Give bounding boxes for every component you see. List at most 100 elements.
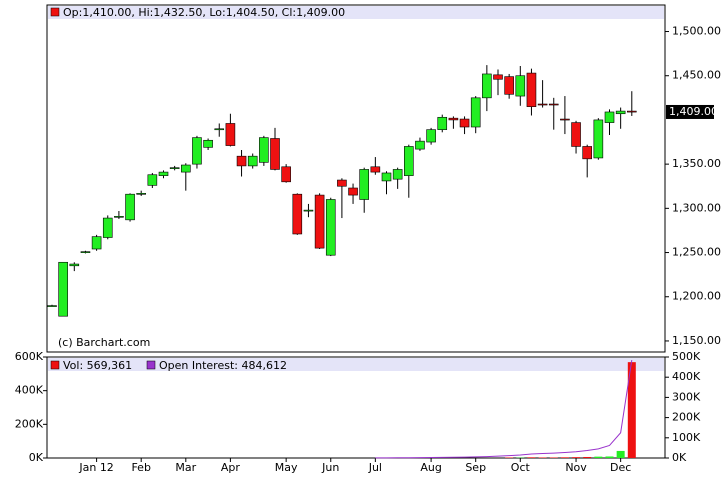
candle-body: [91, 236, 102, 250]
candle-body: [381, 172, 392, 182]
candle-body: [515, 75, 526, 97]
candle-body: [615, 110, 626, 115]
volume-bar: [583, 456, 592, 458]
candle-body: [158, 171, 169, 176]
y-tick-label: 1,350.00: [672, 157, 721, 170]
x-tick-label: Dec: [610, 461, 631, 474]
y2-tick-label: 200K: [672, 411, 701, 424]
x-tick-label: Jul: [368, 461, 382, 474]
candle-body: [593, 119, 604, 159]
volume-bar: [538, 457, 547, 458]
x-tick-label: Jan 12: [78, 461, 113, 474]
candle-body: [560, 118, 570, 121]
x-tick-label: Aug: [420, 461, 441, 474]
candle-body: [47, 305, 57, 307]
legend-band: [48, 358, 664, 371]
candle-body: [448, 117, 459, 121]
candle-body: [426, 129, 436, 143]
candle-body: [548, 103, 559, 106]
candle-body: [259, 137, 269, 163]
candle-body: [181, 164, 191, 173]
candle-body: [303, 209, 314, 212]
candle-body: [392, 169, 403, 180]
candle-body: [236, 155, 247, 167]
legend-swatch: [50, 7, 60, 17]
volume-bar: [627, 362, 636, 458]
x-tick-label: Feb: [131, 461, 150, 474]
candle-body: [125, 193, 135, 221]
candle-body: [80, 251, 91, 253]
volume-bar: [572, 457, 581, 458]
candle-body: [604, 111, 615, 123]
legend-text: Vol: 569,361: [63, 359, 132, 372]
candle-body: [214, 128, 225, 131]
last-price-label: 1,409.00: [669, 105, 718, 118]
y2-tick-label: 400K: [672, 370, 701, 383]
candle-body: [470, 97, 481, 128]
y-tick-label: 1,200.00: [672, 290, 721, 303]
legend-swatch: [50, 360, 60, 370]
candle-body: [337, 179, 347, 187]
last-price-box: [666, 104, 714, 119]
candle-body: [459, 118, 470, 128]
open-interest-line: [375, 360, 633, 459]
candle-body: [493, 74, 503, 80]
y-tick-label: 200K: [15, 417, 44, 430]
candle-body: [147, 174, 158, 186]
x-tick-label: Nov: [565, 461, 587, 474]
x-tick-label: Oct: [511, 461, 531, 474]
volume-bar: [560, 457, 569, 458]
y2-tick-label: 300K: [672, 390, 701, 403]
x-tick-label: Sep: [465, 461, 486, 474]
candle-body: [136, 193, 146, 195]
candle-body: [58, 261, 68, 317]
legend-swatch: [146, 360, 156, 370]
candle-body: [626, 110, 637, 113]
volume-bar: [616, 450, 625, 458]
legend-text: Open Interest: 484,612: [159, 359, 287, 372]
candle-body: [504, 76, 514, 95]
volume-bar: [505, 457, 514, 458]
y2-tick-label: 500K: [672, 350, 701, 363]
volume-bar: [594, 456, 603, 458]
x-tick-label: Mar: [175, 461, 196, 474]
candle-body: [114, 215, 124, 218]
candle-body: [370, 166, 381, 173]
y-tick-label: 1,300.00: [672, 201, 721, 214]
candle-body: [437, 116, 448, 130]
candle-body: [192, 137, 202, 165]
candle-body: [270, 138, 280, 170]
volume-bar: [527, 457, 536, 458]
y2-tick-label: 0K: [672, 451, 687, 464]
candle-body: [247, 155, 258, 167]
candle-body: [403, 146, 414, 176]
candle-body: [415, 140, 425, 150]
y-tick-label: 1,250.00: [672, 246, 721, 259]
candle-body: [281, 166, 291, 183]
volume-panel: [46, 356, 666, 459]
x-tick-label: Jun: [321, 461, 339, 474]
candle-body: [102, 217, 113, 238]
y-tick-label: 600K: [15, 350, 44, 363]
volume-bar: [549, 457, 558, 458]
legend-band: [48, 6, 664, 19]
candle-body: [225, 123, 236, 146]
candle-body: [582, 146, 593, 160]
candle-body: [348, 187, 358, 196]
x-tick-label: May: [275, 461, 298, 474]
legend-text: Op:1,410.00, Hi:1,432.50, Lo:1,404.50, C…: [63, 6, 345, 19]
candle-body: [203, 139, 213, 148]
candle-body: [314, 194, 325, 249]
credit: (c) Barchart.com: [58, 336, 150, 349]
candle-body: [537, 103, 548, 106]
candle-body: [69, 263, 80, 267]
volume-bar: [605, 456, 614, 458]
candle-body: [169, 167, 180, 169]
candle-body: [482, 73, 492, 99]
x-tick-label: Apr: [221, 461, 241, 474]
candle-body: [359, 169, 370, 200]
y-tick-label: 0K: [29, 451, 44, 464]
candle-body: [292, 193, 303, 235]
y-tick-label: 1,500.00: [672, 25, 721, 38]
